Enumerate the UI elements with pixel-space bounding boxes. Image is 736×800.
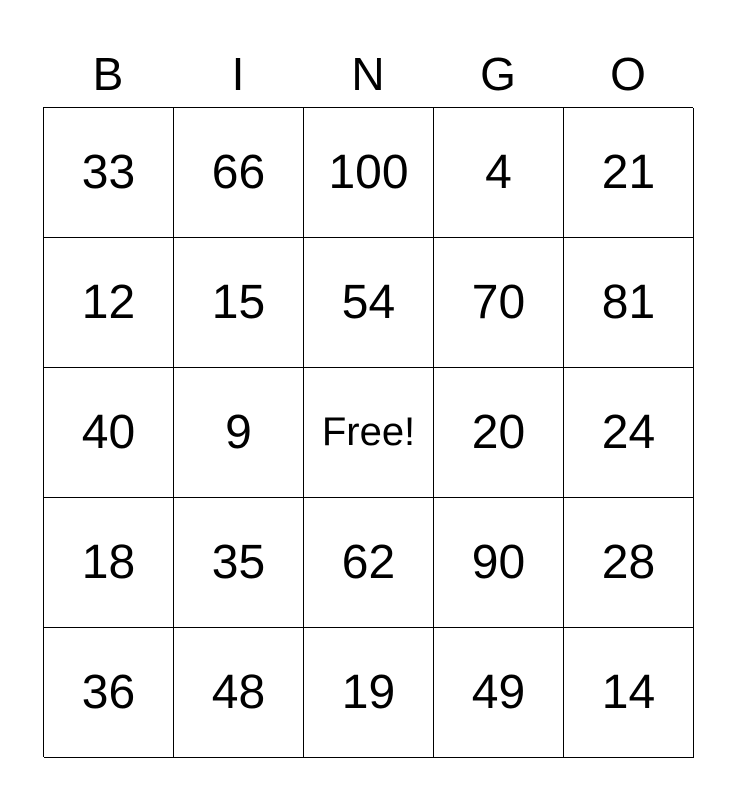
bingo-cell: 21 [564, 108, 694, 238]
header-letter-i: I [231, 48, 245, 100]
bingo-cell: 62 [304, 498, 434, 628]
bingo-cell: 36 [44, 628, 174, 758]
bingo-cell: 4 [434, 108, 564, 238]
bingo-cell: 48 [174, 628, 304, 758]
header-letter-b: B [92, 48, 124, 100]
bingo-cell: 12 [44, 238, 174, 368]
bingo-cell: 70 [434, 238, 564, 368]
bingo-cell: 81 [564, 238, 694, 368]
bingo-cell: 9 [174, 368, 304, 498]
bingo-cell: 15 [174, 238, 304, 368]
bingo-cell: 90 [434, 498, 564, 628]
bingo-cell: 20 [434, 368, 564, 498]
bingo-cell: 19 [304, 628, 434, 758]
header-letter-o: O [610, 48, 646, 100]
bingo-cell: 24 [564, 368, 694, 498]
bingo-cell: 54 [304, 238, 434, 368]
bingo-cell: 49 [434, 628, 564, 758]
header-letter-n: N [351, 48, 385, 100]
bingo-cell: 14 [564, 628, 694, 758]
bingo-grid: 33 66 100 4 21 12 15 54 70 81 40 9 Free! 20 24 18 35 62 90… [43, 107, 694, 758]
bingo-cell: 28 [564, 498, 694, 628]
bingo-header: B I N G O [43, 44, 693, 104]
header-letter-g: G [480, 48, 516, 100]
bingo-cell: 100 [304, 108, 434, 238]
bingo-cell: 18 [44, 498, 174, 628]
bingo-cell: 40 [44, 368, 174, 498]
bingo-cell: 66 [174, 108, 304, 238]
bingo-cell: 33 [44, 108, 174, 238]
bingo-cell: 35 [174, 498, 304, 628]
free-space-cell: Free! [304, 368, 434, 498]
